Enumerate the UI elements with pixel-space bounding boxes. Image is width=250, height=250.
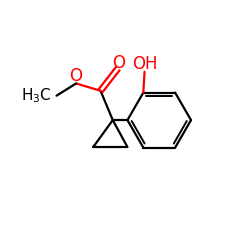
Text: O: O [112,54,126,72]
Text: H$_3$C: H$_3$C [22,86,52,105]
Text: OH: OH [132,56,157,74]
Text: O: O [69,67,82,85]
